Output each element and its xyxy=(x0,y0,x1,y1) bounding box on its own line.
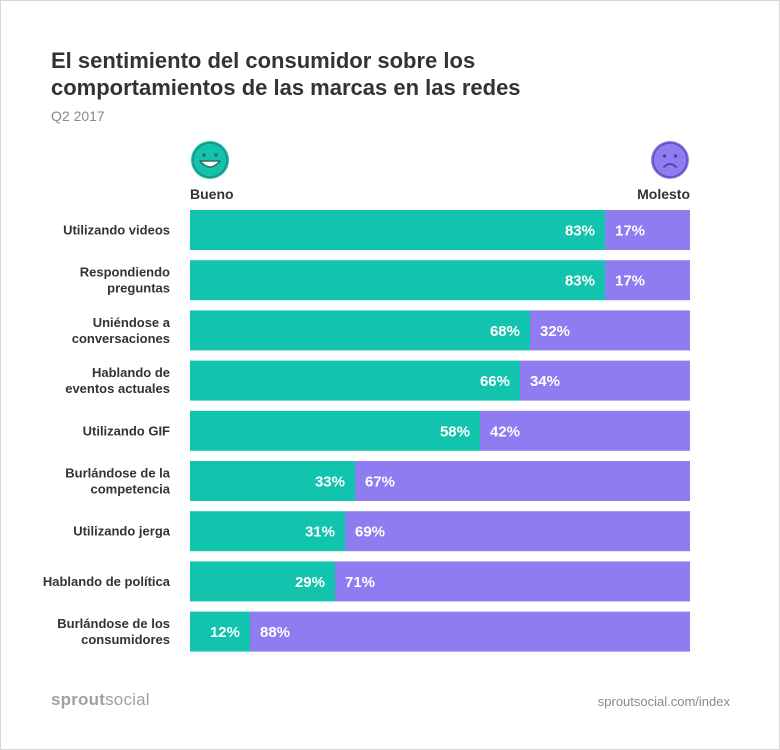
category-label: Hablando de eventos actuales xyxy=(65,365,170,396)
bar-good-value-label: 33% xyxy=(315,474,345,491)
bar-bad-value-label: 69% xyxy=(355,524,385,541)
bar-bad-segment xyxy=(480,410,690,451)
category-label: Utilizando videos xyxy=(63,223,170,238)
bar-good-value-label: 58% xyxy=(440,423,470,440)
bar-good-segment xyxy=(190,210,605,250)
legend-good-label: Bueno xyxy=(190,186,234,202)
bar-bad-segment xyxy=(520,360,690,401)
bar-good-segment xyxy=(190,611,250,652)
bar-bad-value-label: 32% xyxy=(540,323,570,340)
bar-good-segment xyxy=(190,561,335,602)
category-label: Hablando de política xyxy=(43,574,171,589)
bar-bad-segment xyxy=(345,511,690,552)
bar-good-segment xyxy=(190,511,345,552)
logo-bold-part: sprout xyxy=(51,690,106,709)
chart-title-line-2: comportamientos de las marcas en las red… xyxy=(51,75,521,100)
bar-good-segment xyxy=(190,360,520,401)
bar-good-segment xyxy=(190,410,480,451)
sproutsocial-logo: sproutsocial xyxy=(51,690,150,710)
bar-good-value-label: 12% xyxy=(210,624,240,641)
category-label: Respondiendo preguntas xyxy=(80,265,170,296)
bar-good-segment xyxy=(190,461,355,501)
bar-good-value-label: 83% xyxy=(565,223,595,240)
happy-face-icon xyxy=(191,141,229,179)
bar-bad-value-label: 34% xyxy=(530,373,560,390)
bar-good-value-label: 29% xyxy=(295,574,325,591)
bar-good-value-label: 68% xyxy=(490,323,520,340)
category-label: Burlándose de la competencia xyxy=(65,466,171,497)
category-label: Burlándose de los consumidores xyxy=(57,616,170,647)
bar-good-value-label: 66% xyxy=(480,373,510,390)
bar-good-segment xyxy=(190,260,605,301)
bar-bad-segment xyxy=(250,611,690,652)
bar-bad-value-label: 67% xyxy=(365,474,395,491)
chart-title: El sentimiento del consumidor sobre los … xyxy=(51,47,671,101)
bar-bad-segment xyxy=(605,210,690,250)
bar-bad-value-label: 88% xyxy=(260,624,290,641)
bar-bad-segment xyxy=(605,260,690,301)
bar-good-segment xyxy=(190,310,530,351)
chart-subtitle: Q2 2017 xyxy=(51,108,105,124)
bar-bad-segment xyxy=(355,461,690,501)
category-label: Utilizando jerga xyxy=(73,524,171,539)
bar-bad-value-label: 17% xyxy=(615,273,645,290)
category-label: Utilizando GIF xyxy=(83,423,170,438)
chart-title-line-1: El sentimiento del consumidor sobre los xyxy=(51,48,476,73)
bar-bad-value-label: 42% xyxy=(490,423,520,440)
bar-bad-segment xyxy=(530,310,690,351)
bar-good-value-label: 31% xyxy=(305,524,335,541)
source-url: sproutsocial.com/index xyxy=(597,694,730,709)
category-label: Uniéndose a conversaciones xyxy=(72,315,171,346)
bar-good-value-label: 83% xyxy=(565,273,595,290)
logo-light-part: social xyxy=(105,690,150,709)
bar-bad-value-label: 71% xyxy=(345,574,375,591)
bar-bad-segment xyxy=(335,561,690,602)
bar-bad-value-label: 17% xyxy=(615,223,645,240)
legend-bad-label: Molesto xyxy=(637,186,690,202)
sad-face-icon xyxy=(651,141,689,179)
